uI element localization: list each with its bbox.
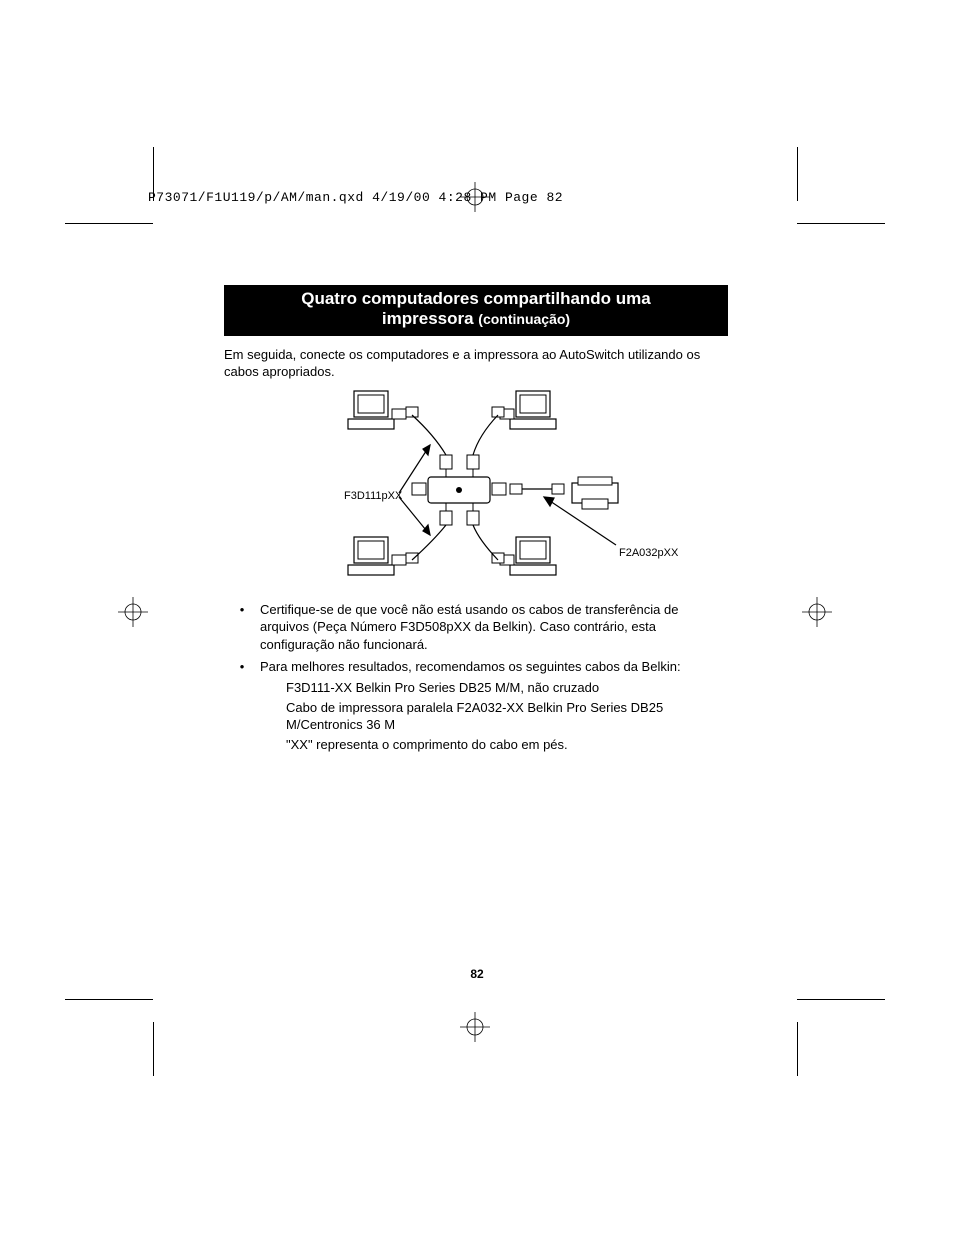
title-line2-main: impressora: [382, 309, 478, 328]
bullet-icon: •: [224, 601, 260, 654]
sub-line: F3D111-XX Belkin Pro Series DB25 M/M, nã…: [286, 679, 728, 697]
crop-mark: [65, 223, 153, 224]
intro-paragraph: Em seguida, conecte os computadores e a …: [224, 346, 728, 381]
page-content: Quatro computadores compartilhando uma i…: [224, 285, 728, 755]
registration-mark-icon: [460, 1012, 490, 1042]
registration-mark-icon: [118, 597, 148, 627]
crop-mark: [153, 1022, 154, 1076]
registration-mark-icon: [802, 597, 832, 627]
printer-icon: [572, 477, 618, 509]
list-item: • Para melhores resultados, recomendamos…: [224, 658, 728, 676]
connection-diagram: F3D111pXX F2A032pXX: [224, 385, 728, 595]
computer-icon: [348, 391, 406, 429]
computer-icon: [500, 391, 556, 429]
crop-mark: [797, 147, 798, 201]
autoswitch-icon: [412, 455, 506, 525]
title-line2-sub: (continuação): [478, 311, 570, 327]
print-header: P73071/F1U119/p/AM/man.qxd 4/19/00 4:28 …: [148, 190, 563, 205]
title-line1: Quatro computadores compartilhando uma: [301, 289, 651, 308]
diagram-label-right: F2A032pXX: [619, 547, 678, 559]
bullet-list: • Certifique-se de que você não está usa…: [224, 601, 728, 675]
computer-icon: [500, 537, 556, 575]
bullet-text: Para melhores resultados, recomendamos o…: [260, 658, 728, 676]
crop-mark: [797, 223, 885, 224]
section-title: Quatro computadores compartilhando uma i…: [224, 285, 728, 336]
sub-list: F3D111-XX Belkin Pro Series DB25 M/M, nã…: [286, 679, 728, 753]
sub-line: Cabo de impressora paralela F2A032-XX Be…: [286, 699, 728, 734]
bullet-text: Certifique-se de que você não está usand…: [260, 601, 728, 654]
crop-mark: [797, 1022, 798, 1076]
list-item: • Certifique-se de que você não está usa…: [224, 601, 728, 654]
crop-mark: [797, 999, 885, 1000]
diagram-svg: [224, 385, 728, 595]
crop-mark: [65, 999, 153, 1000]
diagram-label-left: F3D111pXX: [344, 490, 402, 502]
sub-line: "XX" representa o comprimento do cabo em…: [286, 736, 728, 754]
page-number: 82: [0, 967, 954, 981]
bullet-icon: •: [224, 658, 260, 676]
computer-icon: [348, 537, 406, 575]
